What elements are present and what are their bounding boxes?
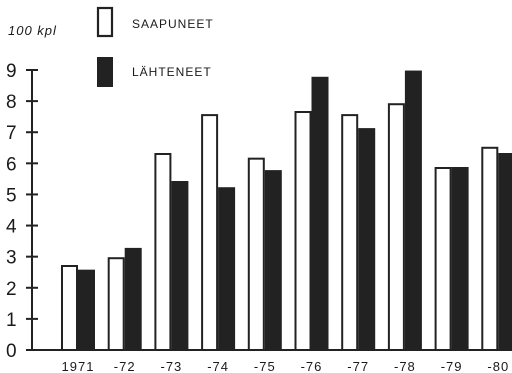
bar-saapuneet bbox=[481, 146, 499, 351]
x-tick-label: -72 bbox=[114, 359, 136, 373]
x-tick-label: -76 bbox=[301, 359, 323, 373]
bar-lahteneet bbox=[171, 181, 189, 351]
bar-saapuneet bbox=[341, 114, 359, 351]
y-tick-label: 9 bbox=[6, 61, 17, 82]
y-ticks: 0 1 2 3 4 5 6 7 8 9 bbox=[6, 61, 38, 362]
unit-label: 100 kpl bbox=[8, 23, 57, 38]
bar-lahteneet bbox=[124, 247, 142, 351]
y-tick-label: 1 bbox=[6, 310, 17, 331]
legend: SAAPUNEET LÄHTENEET bbox=[96, 6, 214, 87]
bars bbox=[61, 70, 512, 352]
x-tick-label: -78 bbox=[394, 359, 416, 373]
bar-lahteneet bbox=[311, 76, 329, 352]
y-tick-label: 7 bbox=[6, 123, 17, 144]
legend-swatch-saapuneet bbox=[96, 6, 114, 38]
y-tick-label: 2 bbox=[6, 279, 17, 300]
legend-label-saapuneet: SAAPUNEET bbox=[132, 17, 214, 31]
bar-saapuneet bbox=[294, 111, 312, 351]
x-tick-label: -74 bbox=[207, 359, 229, 373]
y-tick-label: 4 bbox=[6, 217, 17, 238]
bar-lahteneet bbox=[498, 153, 512, 351]
y-tick-label: 3 bbox=[6, 248, 17, 269]
bar-saapuneet bbox=[247, 157, 265, 351]
bar-lahteneet bbox=[404, 70, 422, 352]
x-tick-label: -75 bbox=[254, 359, 276, 373]
bar-lahteneet bbox=[264, 170, 282, 351]
legend-label-lahteneet: LÄHTENEET bbox=[132, 65, 212, 79]
x-tick-label: -79 bbox=[441, 359, 463, 373]
bar-saapuneet bbox=[61, 265, 78, 351]
x-tick-label: 1971 bbox=[62, 359, 95, 373]
bar-lahteneet bbox=[358, 128, 376, 351]
x-tick-label: -73 bbox=[161, 359, 183, 373]
bar-lahteneet bbox=[78, 269, 95, 351]
x-tick-label: -77 bbox=[347, 359, 369, 373]
y-tick-label: 5 bbox=[6, 185, 17, 206]
bar-saapuneet bbox=[387, 103, 405, 351]
legend-swatch-lahteneet bbox=[97, 57, 113, 87]
x-tick-label: -80 bbox=[487, 359, 509, 373]
bar-lahteneet bbox=[451, 167, 469, 351]
bar-lahteneet bbox=[218, 187, 236, 351]
y-tick-label: 6 bbox=[6, 154, 17, 175]
bar-saapuneet bbox=[154, 153, 172, 351]
y-tick-label: 0 bbox=[6, 341, 17, 362]
y-tick-label: 8 bbox=[6, 92, 17, 113]
bar-saapuneet bbox=[107, 257, 125, 352]
bar-saapuneet bbox=[201, 114, 219, 351]
bar-saapuneet bbox=[434, 167, 452, 351]
x-tick-labels: 1971 -72 -73 -74 -75 -76 -77 -78 -79 -80 bbox=[62, 359, 509, 373]
